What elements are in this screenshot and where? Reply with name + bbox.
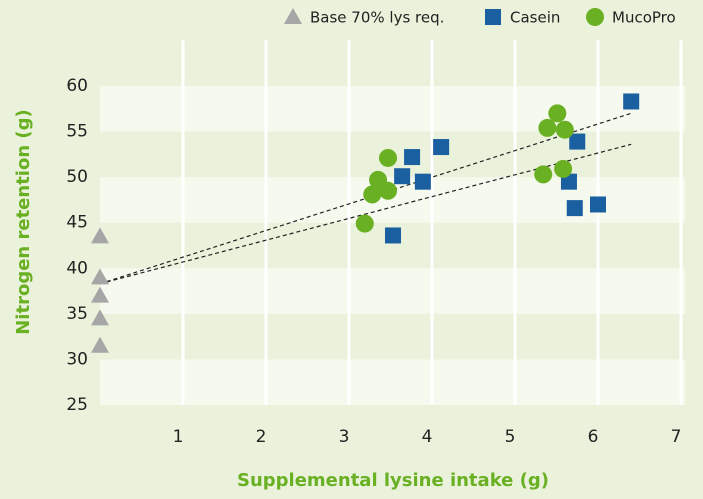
y-tick-label: 60	[66, 76, 88, 96]
x-tick-label: 7	[671, 427, 682, 447]
marker-triangle	[91, 309, 109, 326]
marker-triangle	[91, 336, 109, 353]
marker-square	[404, 149, 421, 166]
marker-square	[394, 168, 411, 185]
legend-label: MucoPro	[612, 9, 676, 27]
marker-triangle	[91, 268, 109, 285]
legend-label: Base 70% lys req.	[310, 9, 444, 27]
x-tick-label: 6	[588, 427, 599, 447]
marker-square	[623, 93, 640, 110]
x-tick-label: 4	[422, 427, 433, 447]
y-tick-label: 35	[66, 304, 88, 324]
y-tick-label: 30	[66, 349, 88, 369]
y-tick-label: 55	[66, 122, 88, 142]
y-tick-label: 50	[66, 167, 88, 187]
marker-triangle	[91, 286, 109, 303]
marker-circle	[555, 120, 574, 139]
x-axis-title: Supplemental lysine intake (g)	[237, 470, 549, 491]
marker-circle	[538, 118, 557, 137]
y-tick-label: 45	[66, 213, 88, 233]
x-tick-label: 2	[256, 427, 267, 447]
marker-square	[414, 173, 431, 190]
marker-circle	[548, 104, 567, 123]
x-tick-label: 5	[505, 427, 516, 447]
marker-triangle	[91, 227, 109, 244]
trendline	[99, 112, 632, 285]
marker-square	[566, 200, 583, 217]
marker-square	[384, 227, 401, 244]
marker-circle	[379, 148, 398, 167]
y-axis-title: Nitrogen retention (g)	[13, 109, 34, 335]
marker-circle	[554, 159, 573, 178]
marker-circle	[534, 165, 553, 184]
x-tick-label: 3	[339, 427, 350, 447]
marker-circle	[379, 181, 398, 200]
marker-circle	[363, 185, 382, 204]
band	[100, 268, 685, 314]
y-tick-label: 25	[66, 395, 88, 415]
legend-marker	[586, 8, 604, 26]
marker-circle	[355, 214, 374, 233]
marker-square	[433, 139, 450, 156]
marker-square	[590, 196, 606, 213]
legend-marker	[485, 9, 501, 25]
y-tick-label: 40	[66, 258, 88, 278]
x-tick-label: 1	[173, 427, 184, 447]
legend-label: Casein	[510, 9, 560, 27]
legend-marker	[284, 8, 302, 24]
band	[100, 359, 685, 405]
marker-square	[569, 133, 586, 150]
band	[100, 85, 685, 132]
